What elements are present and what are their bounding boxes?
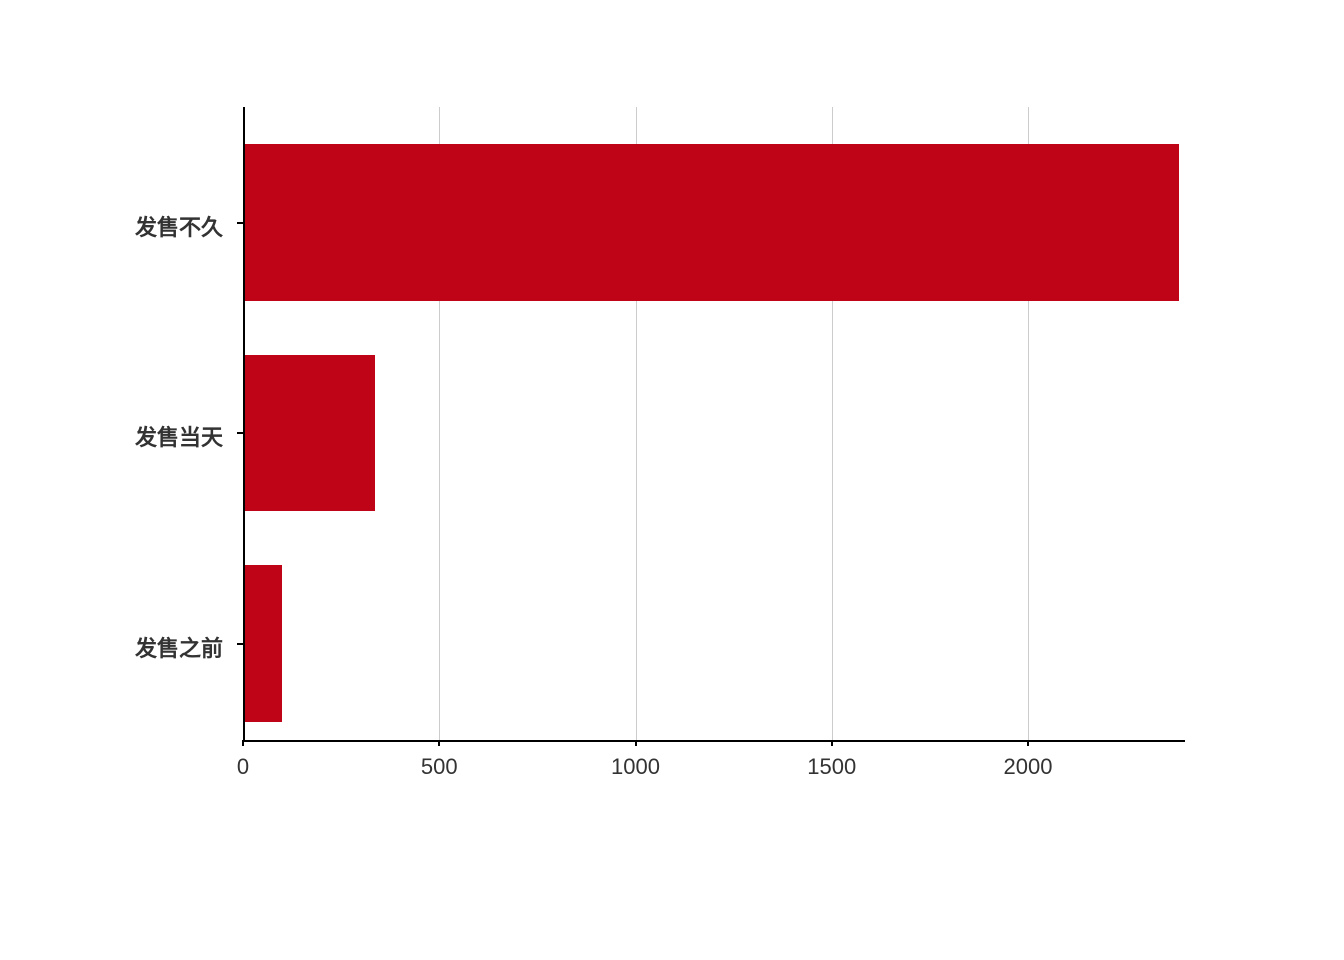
bar — [245, 144, 1179, 301]
plot-area — [243, 107, 1185, 740]
bar — [245, 565, 282, 722]
x-tick-label: 2000 — [978, 754, 1078, 780]
y-axis — [243, 107, 245, 740]
x-tick — [1027, 740, 1029, 746]
x-tick — [438, 740, 440, 746]
x-tick — [242, 740, 244, 746]
y-tick — [237, 432, 243, 434]
x-tick-label: 1000 — [586, 754, 686, 780]
y-tick-label: 发售当天 — [113, 420, 223, 452]
x-tick — [635, 740, 637, 746]
y-tick-label: 发售之前 — [113, 631, 223, 663]
x-tick-label: 0 — [193, 754, 293, 780]
x-tick — [831, 740, 833, 746]
y-tick — [237, 643, 243, 645]
y-tick — [237, 222, 243, 224]
bar — [245, 355, 375, 512]
x-tick-label: 500 — [389, 754, 489, 780]
x-axis — [243, 740, 1185, 742]
bar-chart: 发售不久发售当天发售之前 0 500 1000 1500 2000 — [0, 0, 1344, 960]
y-tick-label: 发售不久 — [113, 210, 223, 242]
x-tick-label: 1500 — [782, 754, 882, 780]
